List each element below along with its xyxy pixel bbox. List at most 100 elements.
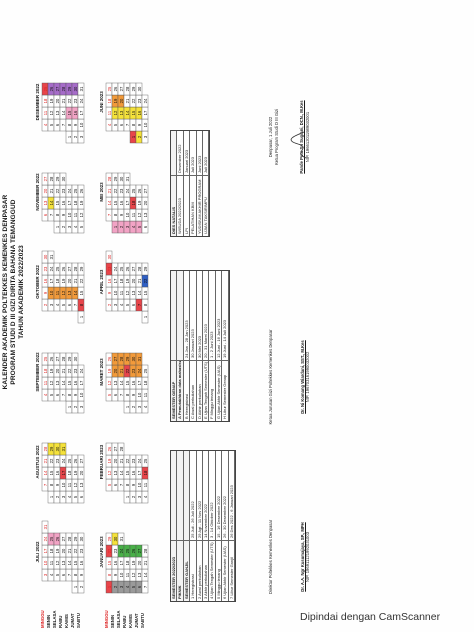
day-cell bbox=[41, 520, 49, 534]
day-number: 6 bbox=[55, 393, 60, 396]
day-number: 15 bbox=[67, 380, 72, 385]
day-number: 13 bbox=[61, 560, 66, 565]
day-number: 10 bbox=[137, 392, 142, 397]
day-number: 22 bbox=[67, 98, 72, 103]
day-number: 9 bbox=[43, 291, 48, 294]
day-number: 15 bbox=[113, 200, 118, 205]
day-number: 4 bbox=[119, 303, 124, 306]
day-number: 23 bbox=[131, 368, 136, 373]
day-number: 25 bbox=[43, 86, 48, 91]
day-number: 22 bbox=[143, 278, 148, 283]
day-number: 20 bbox=[113, 368, 118, 373]
day-number: 27 bbox=[55, 86, 60, 91]
day-number: 17 bbox=[67, 200, 72, 205]
day-number: 22 bbox=[107, 548, 112, 553]
day-number: 13 bbox=[79, 482, 84, 487]
day-number: 6 bbox=[113, 483, 118, 486]
day-number: 15 bbox=[55, 200, 60, 205]
day-number: 13 bbox=[55, 110, 60, 115]
day-number: 2 bbox=[113, 585, 118, 588]
day-number: 18 bbox=[49, 548, 54, 553]
day-number: 10 bbox=[67, 212, 72, 217]
day-number: 26 bbox=[107, 356, 112, 361]
day-number: 15 bbox=[107, 560, 112, 565]
month-title: NOVEMBER 2022 bbox=[35, 173, 40, 211]
day-number: 21 bbox=[143, 560, 148, 565]
day-number: 1 bbox=[131, 135, 136, 138]
day-number: 26 bbox=[131, 548, 136, 553]
day-number: 15 bbox=[131, 110, 136, 115]
day-number: 6 bbox=[137, 585, 142, 588]
day-number: 18 bbox=[131, 200, 136, 205]
day-number: 24 bbox=[143, 98, 148, 103]
day-number: 17 bbox=[43, 548, 48, 553]
day-number: 12 bbox=[107, 470, 112, 475]
day-number: 8 bbox=[67, 393, 72, 396]
day-number: 16 bbox=[107, 278, 112, 283]
day-number: 20 bbox=[113, 458, 118, 463]
day-number: 9 bbox=[119, 213, 124, 216]
month-calendar: OKTOBER 2022 1 2 3 4 5 6 7 8 9 10 11 12 13 14 15 16 17 18 1… bbox=[34, 240, 85, 324]
day-number: 1 bbox=[113, 225, 118, 228]
day-number: 2 bbox=[61, 225, 66, 228]
day-number: 16 bbox=[119, 200, 124, 205]
day-number: 14 bbox=[49, 200, 54, 205]
day-number: 16 bbox=[43, 278, 48, 283]
day-number: 18 bbox=[107, 98, 112, 103]
day-number: 4 bbox=[131, 225, 136, 228]
month-title: MEI 2023 bbox=[99, 182, 104, 202]
day-cell bbox=[77, 184, 85, 198]
day-number: 7 bbox=[119, 483, 124, 486]
day-number: 6 bbox=[143, 225, 148, 228]
month-calendar: DESEMBER 2022 1 2 3 4 5 6 7 8 9 10 11 12 13 14 15 16 17 18… bbox=[34, 60, 85, 144]
day-number: 1 bbox=[67, 405, 72, 408]
day-number: 21 bbox=[67, 548, 72, 553]
day-number: 23 bbox=[119, 188, 124, 193]
day-number: 11 bbox=[119, 290, 124, 295]
day-number: 12 bbox=[107, 380, 112, 385]
month-title: OKTOBER 2022 bbox=[35, 265, 40, 299]
day-number: 27 bbox=[113, 446, 118, 451]
month-title: MARET 2023 bbox=[99, 358, 104, 386]
day-number: 3 bbox=[119, 585, 124, 588]
day-number: 1 bbox=[125, 495, 130, 498]
day-number: 12 bbox=[49, 380, 54, 385]
day-number: 5 bbox=[137, 225, 142, 228]
day-number: 3 bbox=[67, 225, 72, 228]
day-number: 25 bbox=[125, 548, 130, 553]
day-number: 7 bbox=[143, 585, 148, 588]
day-number: 30 bbox=[79, 536, 84, 541]
day-number: 9 bbox=[55, 483, 60, 486]
day-number: 22 bbox=[125, 458, 130, 463]
day-number: 3 bbox=[49, 303, 54, 306]
month-calendar: FEBRUARI 2023 1 2 3 4 5 6 7 8 9 10 11 12 13 14 15 16 17 18… bbox=[98, 420, 149, 504]
day-number: 23 bbox=[137, 98, 142, 103]
day-number: 21 bbox=[73, 278, 78, 283]
day-number: 29 bbox=[143, 266, 148, 271]
day-number: 16 bbox=[55, 470, 60, 475]
day-number: 28 bbox=[119, 446, 124, 451]
day-number: 8 bbox=[67, 123, 72, 126]
day-number: 24 bbox=[49, 266, 54, 271]
day-number: 18 bbox=[43, 368, 48, 373]
day-number: 25 bbox=[73, 188, 78, 193]
day-number: 15 bbox=[125, 380, 130, 385]
day-number: 7 bbox=[137, 303, 142, 306]
day-number: 28 bbox=[125, 86, 130, 91]
day-number: 4 bbox=[125, 585, 130, 588]
day-number: 30 bbox=[131, 356, 136, 361]
day-number: 14 bbox=[61, 380, 66, 385]
day-cell bbox=[71, 352, 79, 366]
month-calendar: APRIL 2023 1 2 3 4 5 6 7 8 9 10 11 12 13 14 15 16 17 18 19 2… bbox=[98, 240, 149, 324]
day-number: 7 bbox=[43, 483, 48, 486]
day-number: 28 bbox=[61, 86, 66, 91]
day-number: 8 bbox=[125, 393, 130, 396]
day-number: 13 bbox=[67, 290, 72, 295]
